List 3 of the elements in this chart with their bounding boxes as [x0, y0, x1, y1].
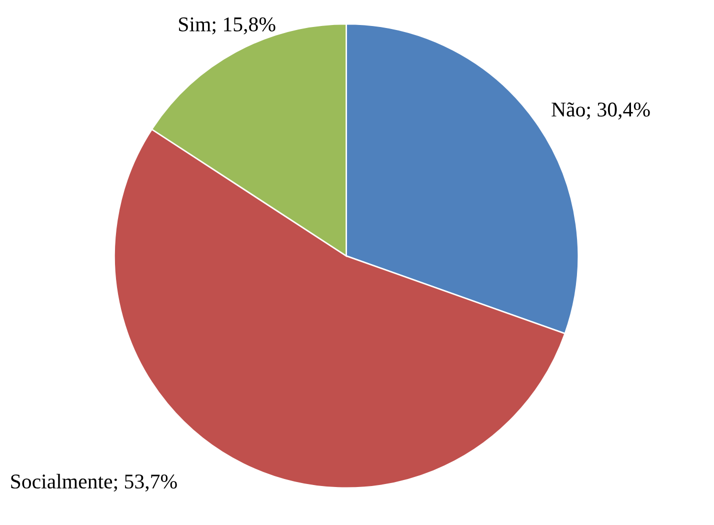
slice-label: Sim; 15,8% [179, 17, 276, 34]
slice-label: Socialmente; 53,7% [11, 474, 177, 492]
slice-label: Não; 30,4% [552, 102, 650, 120]
